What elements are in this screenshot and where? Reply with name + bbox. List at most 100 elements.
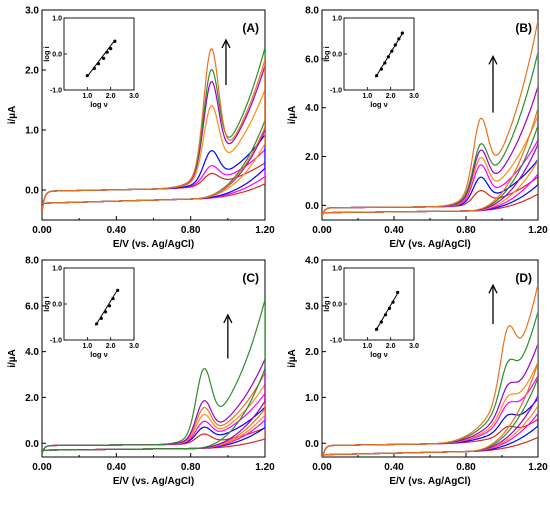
inset-point — [396, 290, 400, 295]
inset-point — [109, 47, 113, 51]
inset-frame — [343, 267, 415, 341]
y-tick-label: 4.0 — [305, 103, 319, 114]
inset-frame — [63, 17, 135, 91]
y-tick-label: 4.0 — [305, 256, 319, 267]
inset-y-title: log i — [42, 46, 51, 61]
cv-curve-6 — [42, 299, 265, 454]
inset-y-title: log i — [42, 296, 51, 311]
y-axis-title: i/µA — [287, 106, 298, 125]
inset-x-title: log ν — [370, 100, 388, 109]
y-tick-label: 6.0 — [25, 301, 39, 312]
inset-point — [393, 43, 397, 47]
inset-y-tick-label: 0.0 — [332, 52, 342, 59]
y-tick-label: 1.0 — [305, 393, 319, 404]
x-tick-label: 0.00 — [32, 462, 52, 473]
inset-x-title: log ν — [90, 100, 108, 109]
inset-point — [96, 62, 101, 66]
y-axis-title: i/µA — [7, 106, 18, 125]
y-tick-label: 0.0 — [25, 439, 39, 450]
inset-point — [99, 316, 103, 320]
inset-frame — [343, 17, 415, 91]
inset-point — [383, 313, 388, 317]
panel-3: 0.00 0.40 0.80 1.20 0.0 1.0 2.0 3.0 4.0 E/V (vs. … — [287, 256, 548, 488]
cv-curve-6 — [322, 20, 538, 217]
inset-point — [107, 304, 112, 308]
y-tick-label: 3.0 — [25, 6, 39, 17]
x-tick-label: 0.40 — [384, 225, 404, 236]
x-axis-title: E/V (vs. Ag/AgCl) — [113, 239, 194, 250]
x-tick-label: 1.20 — [528, 225, 548, 236]
inset-x-tick-label: 3.0 — [409, 343, 419, 350]
x-tick-label: 0.80 — [181, 225, 201, 236]
inset-y-tick-label: -1.0 — [330, 88, 342, 95]
x-axis-title: E/V (vs. Ag/AgCl) — [389, 476, 470, 487]
inset-y-tick-label: 1.0 — [332, 266, 342, 273]
x-tick-label: 0.80 — [456, 225, 476, 236]
y-tick-label: 8.0 — [305, 6, 319, 17]
y-tick-label: 4.0 — [25, 347, 39, 358]
y-tick-label: 0.0 — [305, 439, 319, 450]
inset-x-tick-label: 2.0 — [386, 93, 396, 100]
panel-label: (B) — [515, 21, 532, 35]
inset-x-title: log ν — [90, 350, 108, 359]
inset-point — [375, 327, 379, 331]
inset-x-tick-label: 1.0 — [82, 93, 92, 100]
panel-2: 0.00 0.40 0.80 1.20 0.0 2.0 4.0 6.0 8.0 E/V (vs. … — [7, 256, 275, 488]
cv-curve-3 — [322, 361, 538, 457]
inset-point — [397, 37, 401, 41]
y-tick-label: 8.0 — [25, 256, 39, 267]
panel-label: (D) — [515, 271, 532, 285]
inset-x-tick-label: 2.0 — [106, 93, 116, 100]
inset-x-tick-label: 2.0 — [106, 343, 116, 350]
panel-1: 0.00 0.40 0.80 1.20 0.0 2.0 4.0 6.0 8.0 E/V (vs. … — [287, 6, 548, 251]
inset-y-tick-label: -1.0 — [50, 88, 62, 95]
inset-fit-line — [375, 291, 400, 332]
y-tick-label: 2.0 — [305, 347, 319, 358]
inset-point — [383, 61, 387, 65]
inset-y-tick-label: 1.0 — [332, 16, 342, 23]
x-tick-label: 0.80 — [456, 462, 476, 473]
y-tick-label: 0.0 — [25, 186, 39, 197]
curves — [322, 20, 538, 217]
curves — [42, 299, 265, 454]
inset-x-tick-label: 1.0 — [362, 343, 372, 350]
inset-x-tick-label: 3.0 — [129, 343, 139, 350]
x-tick-label: 1.20 — [255, 462, 275, 473]
inset-y-tick-label: -1.0 — [330, 338, 342, 345]
cv-curve-6 — [322, 284, 538, 457]
inset-point — [390, 49, 394, 53]
y-tick-label: 3.0 — [305, 301, 319, 312]
x-tick-label: 1.20 — [255, 225, 275, 236]
inset-point — [102, 56, 106, 60]
inset-point — [375, 74, 379, 78]
inset-y-tick-label: 1.0 — [52, 266, 62, 273]
inset-y-title: log i — [322, 296, 331, 311]
inset-point — [400, 31, 404, 35]
panel-label: (C) — [242, 271, 259, 285]
trend-arrow-head — [488, 283, 498, 294]
x-tick-label: 0.40 — [384, 462, 404, 473]
y-tick-label: 6.0 — [305, 54, 319, 65]
inset-y-tick-label: 1.0 — [52, 16, 62, 23]
inset-point — [386, 55, 390, 59]
y-axis-title: i/µA — [287, 349, 298, 368]
curves — [322, 284, 538, 457]
inset-y-tick-label: 0.0 — [332, 302, 342, 309]
x-tick-label: 0.00 — [312, 225, 332, 236]
panel-label: (A) — [242, 21, 259, 35]
inset-point — [85, 74, 89, 78]
inset-frame — [63, 267, 135, 341]
x-tick-label: 0.40 — [107, 225, 127, 236]
y-axis-title: i/µA — [7, 349, 18, 368]
y-tick-label: 0.0 — [305, 201, 319, 212]
inset-point — [379, 67, 383, 71]
y-tick-label: 2.0 — [25, 66, 39, 77]
cv-curve-0 — [42, 162, 265, 213]
inset-point — [105, 50, 109, 54]
inset-x-title: log ν — [370, 350, 388, 359]
y-tick-label: 2.0 — [25, 393, 39, 404]
